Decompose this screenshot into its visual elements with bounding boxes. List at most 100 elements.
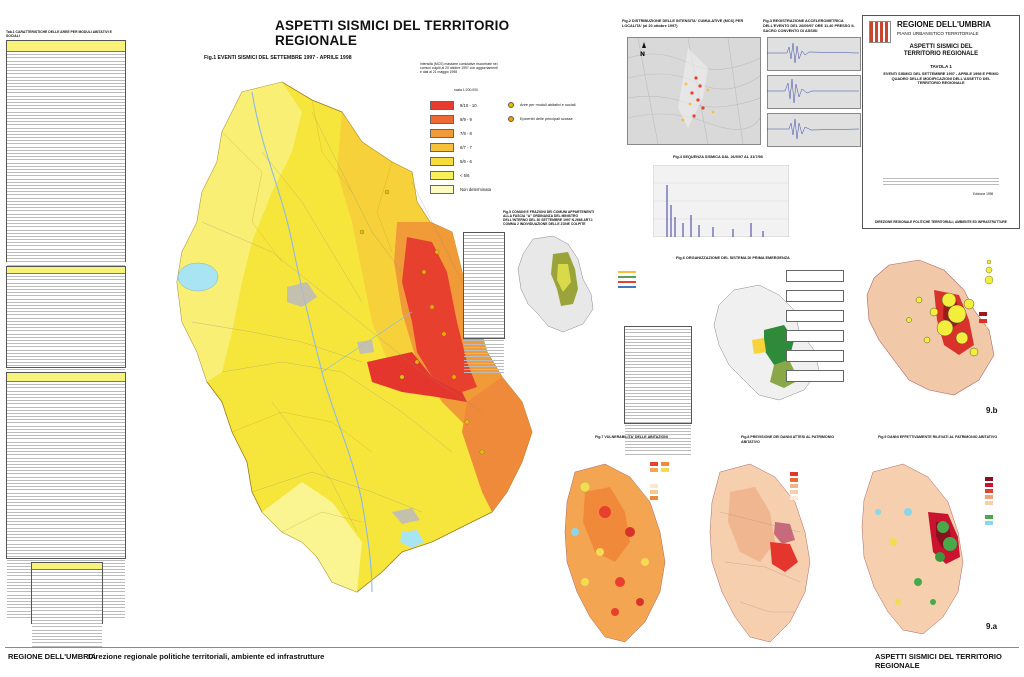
- table-row: [32, 592, 102, 596]
- footer-rule: [5, 647, 1019, 648]
- table-row: [625, 388, 691, 391]
- table-row: [7, 462, 125, 465]
- fig2-panel: Fig.2 DISTRIBUZIONE DELLE INTENSITA' CUM…: [622, 19, 761, 149]
- table-row: [7, 522, 125, 526]
- table-row: [32, 643, 102, 647]
- table-row: [7, 449, 125, 453]
- table-row: [32, 621, 102, 625]
- legend-swatch: [430, 156, 454, 166]
- zone-southeast-orange: [462, 377, 532, 512]
- legend-swatch: [430, 184, 454, 194]
- fig6-title: Fig.6 ORGANIZZAZIONE DEL SISTEMA DI PRIM…: [676, 256, 790, 260]
- fig6-table: [624, 326, 692, 455]
- table-row: [7, 487, 125, 491]
- table-row: [7, 218, 125, 221]
- table-row: [464, 354, 504, 358]
- table-row: [7, 246, 125, 250]
- table-row: [625, 394, 691, 398]
- table-row: [7, 516, 125, 520]
- header-region: REGIONE DELL'UMBRIA: [897, 20, 991, 29]
- table-row: [7, 347, 125, 351]
- table-row: [7, 490, 125, 494]
- table-row: [464, 361, 504, 364]
- zone-intensity-9: [402, 237, 477, 392]
- table-row: [7, 404, 125, 408]
- table-row: [7, 354, 125, 357]
- header-text-block: [883, 176, 999, 188]
- table-row: [7, 541, 125, 545]
- page-title: ASPETTI SISMICI DEL TERRITORIO REGIONALE: [275, 18, 510, 48]
- table-row: [464, 335, 504, 339]
- table-row: [32, 583, 102, 586]
- fig3-title: Fig.3 REGISTRAZIONE ACCELEROMETRICA DELL…: [763, 19, 855, 33]
- table-row: [7, 138, 125, 142]
- table-row: [625, 442, 691, 445]
- table-row: [625, 384, 691, 388]
- table-row: [7, 554, 125, 558]
- fig4-sequence-chart: [653, 165, 789, 237]
- table-row: [32, 634, 102, 637]
- legend-class-label: < 5/6: [460, 172, 470, 178]
- table-row: [625, 378, 691, 382]
- table-row: [7, 103, 125, 107]
- table-row: [625, 397, 691, 401]
- accelerogram-2: [767, 75, 861, 109]
- table-row: [464, 246, 504, 249]
- table-row: [7, 180, 125, 183]
- table-row: [7, 78, 125, 81]
- table-row: [464, 325, 504, 329]
- table-row: [464, 370, 504, 374]
- table-row: [625, 346, 691, 350]
- municipal-boundaries: [221, 99, 393, 533]
- table-row: [7, 215, 125, 218]
- svg-text:N: N: [640, 51, 645, 58]
- table-row: [464, 297, 504, 300]
- header-info-box: REGIONE DELL'UMBRIA PIANO URBANISTICO TE…: [862, 15, 1020, 229]
- table-row: [7, 58, 125, 62]
- fig9a-map: [861, 463, 964, 635]
- table-row: [464, 313, 504, 316]
- table-row: [7, 471, 125, 475]
- accelerogram-traces: [767, 42, 859, 140]
- urban-perugia: [287, 282, 317, 307]
- table-row: [7, 446, 125, 449]
- legend-symbol-dot-icon: [508, 102, 514, 108]
- table-row: [7, 154, 125, 158]
- table-row: [464, 338, 504, 342]
- table-row: [464, 367, 504, 371]
- table-row: [7, 293, 125, 297]
- table-row: [7, 427, 125, 430]
- table-row: [7, 290, 125, 294]
- table-row: [7, 71, 125, 75]
- table-row: [7, 357, 125, 361]
- legend-swatch: [430, 128, 454, 138]
- table-row: [7, 90, 125, 94]
- fig9a-pies: [875, 508, 957, 605]
- table-row: [7, 388, 125, 392]
- table-row: [7, 189, 125, 193]
- table-row: [7, 52, 125, 56]
- table-row: [464, 310, 504, 313]
- table-row: [7, 322, 125, 325]
- table-row: [7, 116, 125, 119]
- legend-class-row: 8/9 - 9: [430, 114, 491, 124]
- table-row: [7, 202, 125, 205]
- table-row: [7, 506, 125, 510]
- table-row: [7, 55, 125, 59]
- table-row: [7, 401, 125, 405]
- table-row: [7, 97, 125, 100]
- table-row: [7, 221, 125, 225]
- table-row: [464, 236, 504, 240]
- table-row: [7, 366, 125, 370]
- data-table-4: [31, 562, 103, 647]
- table-row: [625, 330, 691, 334]
- table-row: [32, 618, 102, 621]
- table-row: [625, 419, 691, 423]
- legend-class-row: 5/6 - 6: [430, 156, 491, 166]
- table-row: [7, 253, 125, 256]
- table-row: [7, 325, 125, 329]
- table-row: [625, 410, 691, 414]
- table-row: [625, 362, 691, 366]
- road-network: [191, 111, 483, 533]
- zone-low-intensity: [177, 82, 302, 382]
